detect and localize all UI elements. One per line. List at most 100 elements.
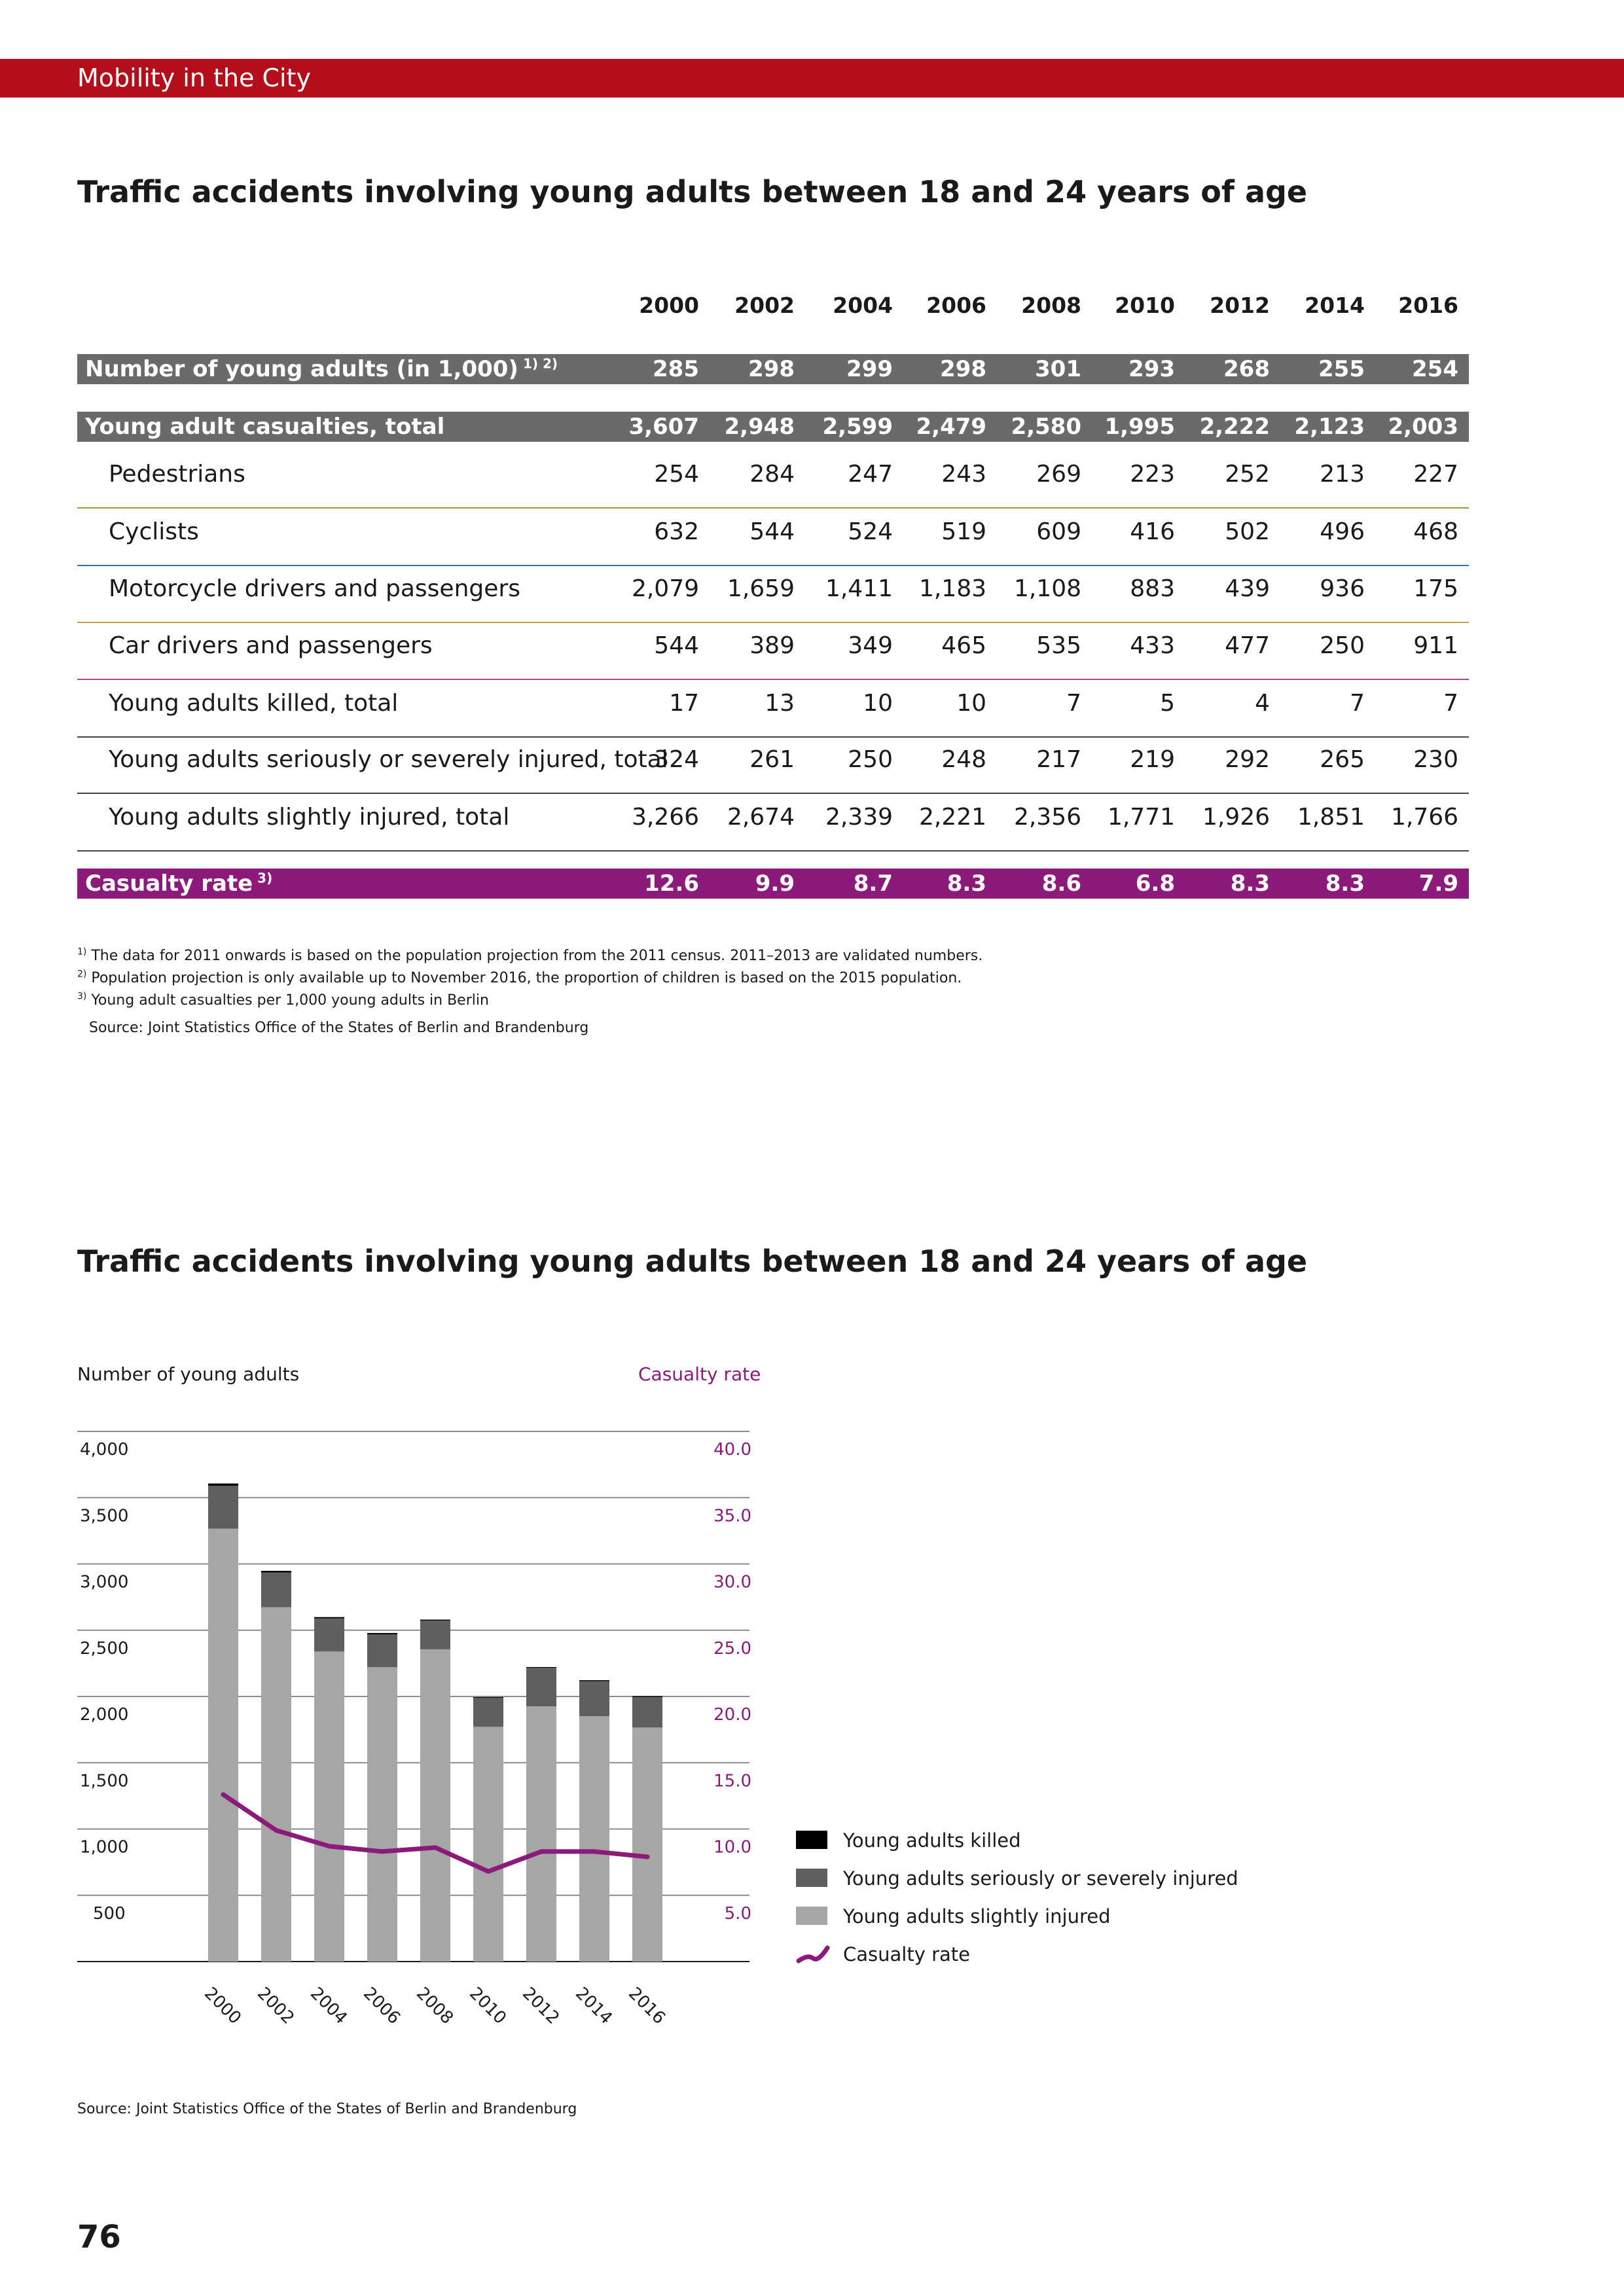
table-cell: 7	[1443, 690, 1458, 717]
y-tick-label: 500	[93, 1904, 126, 1924]
casualty-rate-point	[592, 1849, 597, 1854]
table-cell: 2,221	[918, 804, 986, 831]
table-cell: 2,580	[1011, 414, 1081, 440]
table-cell: 7	[1066, 690, 1081, 717]
row-label-text: Pedestrians	[109, 461, 245, 488]
table-cell: 3,607	[628, 414, 699, 440]
table-row: Car drivers and passengers 544 389 349 465 53…	[77, 626, 1469, 680]
table-row: Young adults slightly injured, total 3,26…	[77, 798, 1469, 852]
table-row: Young adults killed, total 17 13 10 10 7 5 4 7 7	[77, 684, 1469, 738]
table-cell: 535	[1036, 632, 1081, 659]
table-cell: 7.9	[1418, 870, 1458, 897]
footnote-mark: 1)	[77, 946, 87, 958]
table-cell: 13	[765, 690, 795, 717]
casualty-rate-point	[486, 1869, 491, 1874]
row-label-text: Casualty rate	[85, 870, 253, 897]
casualty-rate-point	[274, 1828, 279, 1833]
footnote: 3) Young adult casualties per 1,000 youn…	[77, 990, 983, 1012]
table-cell: 433	[1130, 632, 1175, 659]
bar-segment	[208, 1483, 238, 1486]
table-cell: 293	[1128, 356, 1175, 382]
table-cell: 468	[1413, 518, 1458, 545]
year-header: 2000	[639, 293, 699, 318]
y-tick-label: 2,000	[80, 1705, 128, 1725]
row-label-text: Number of young adults (in 1,000)	[85, 356, 518, 382]
table-cell: 1,411	[825, 575, 893, 602]
table-cell: 2,003	[1388, 414, 1458, 440]
casualty-rate-point	[327, 1844, 332, 1849]
bar-segment	[579, 1681, 609, 1717]
legend-label: Young adults seriously or severely injur…	[843, 1867, 1238, 1890]
row-label-footnote-mark: 1) 2)	[518, 355, 558, 372]
bar-segment	[261, 1572, 291, 1607]
table-cell: 219	[1130, 746, 1175, 773]
row-divider	[77, 679, 1469, 680]
y-tick-label: 3,000	[80, 1573, 128, 1592]
y2-tick-label: 35.0	[713, 1506, 751, 1526]
row-label-text: Young adults killed, total	[109, 690, 399, 717]
bar-segment	[579, 1716, 609, 1962]
table-cell: 609	[1036, 518, 1081, 545]
y-tick-label: 3,500	[80, 1506, 128, 1526]
legend-item: Young adults seriously or severely injur…	[796, 1865, 1254, 1892]
table-cell: 217	[1036, 746, 1081, 773]
table-cell: 2,674	[727, 804, 795, 831]
table-cell: 250	[848, 746, 893, 773]
table-cell: 544	[749, 518, 795, 545]
x-tick-label: 2006	[359, 1984, 404, 2028]
year-header: 2014	[1305, 293, 1365, 318]
casualty-rate-point	[221, 1792, 226, 1797]
casualty-rate-point	[380, 1849, 385, 1854]
bar-segment	[473, 1727, 503, 1962]
legend-line-path	[796, 1945, 830, 1964]
y2-tick-label: 30.0	[713, 1573, 751, 1592]
legend-swatch	[796, 1907, 827, 1925]
footnote-text: The data for 2011 onwards is based on th…	[86, 948, 983, 964]
table-cell: 230	[1413, 746, 1458, 773]
legend-line-swatch	[796, 1945, 830, 1964]
casualty-rate-point	[539, 1849, 544, 1854]
bar-segment	[314, 1651, 344, 1962]
table-cell: 243	[941, 461, 986, 488]
table-cell: 254	[654, 461, 699, 488]
x-tick-label: 2016	[624, 1984, 669, 2028]
table-cell: 9.9	[755, 870, 795, 897]
x-tick-label: 2008	[412, 1984, 457, 2028]
year-header: 2016	[1398, 293, 1458, 318]
table-cell: 292	[1225, 746, 1270, 773]
bar-segment	[367, 1667, 397, 1962]
table-cell: 17	[669, 690, 699, 717]
table-cell: 1,108	[1013, 575, 1081, 602]
table-header-row: 2000 2002 2004 2006 2008 2010 2012 2014 2016	[77, 291, 1469, 320]
table-cell: 465	[941, 632, 986, 659]
table-cell: 883	[1130, 575, 1175, 602]
table-cell: 8.3	[1230, 870, 1270, 897]
table-cell: 1,851	[1297, 804, 1365, 831]
table-cell: 416	[1130, 518, 1175, 545]
table-cell: 223	[1130, 461, 1175, 488]
table-row: Motorcycle drivers and passengers 2,079 1,…	[77, 569, 1469, 623]
stacked-bar-chart: 4,000 40.0 3,500 35.0 3,000 30.0 2,500 25.0 2,00…	[77, 1431, 751, 2028]
bar-segment	[632, 1696, 662, 1728]
row-label: Young adults slightly injured, total	[109, 798, 509, 837]
y2-tick-label: 5.0	[725, 1904, 751, 1924]
table-cell: 524	[848, 518, 893, 545]
year-header: 2006	[926, 293, 986, 318]
table-cell: 284	[749, 461, 795, 488]
row-divider	[77, 850, 1469, 852]
table-cell: 7	[1350, 690, 1365, 717]
footnote-text: Population projection is only available …	[86, 970, 962, 986]
x-tick-label: 2000	[200, 1984, 245, 2028]
row-label: Young adult casualties, total	[85, 412, 444, 442]
row-label: Number of young adults (in 1,000) 1) 2)	[85, 354, 558, 384]
table-title: Traffic accidents involving young adults…	[77, 174, 1308, 209]
table-cell: 227	[1413, 461, 1458, 488]
table-row: Young adult casualties, total 3,607 2,948 2…	[77, 412, 1469, 442]
row-divider	[77, 736, 1469, 738]
footnote: 2) Population projection is only availab…	[77, 967, 983, 990]
table-cell: 8.7	[853, 870, 893, 897]
table-cell: 12.6	[644, 870, 699, 897]
footnotes: 1) The data for 2011 onwards is based on…	[77, 945, 983, 1012]
y2-tick-label: 10.0	[713, 1838, 751, 1857]
bar-segment	[473, 1697, 503, 1698]
